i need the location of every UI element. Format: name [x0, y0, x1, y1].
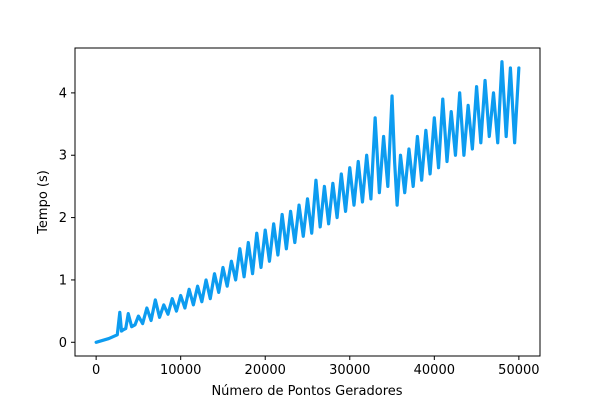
x-tick-label: 10000 — [160, 363, 201, 378]
y-tick-label: 3 — [59, 149, 67, 164]
series-line-0 — [94, 60, 521, 344]
plot-frame — [74, 47, 541, 357]
y-tick-label: 4 — [59, 86, 67, 101]
x-tick-label: 30000 — [329, 363, 370, 378]
y-tick-label: 0 — [59, 336, 67, 351]
plot-content — [94, 60, 521, 344]
x-tick-label: 40000 — [414, 363, 455, 378]
y-axis-label: Tempo (s) — [36, 170, 51, 235]
x-axis-ticks: 0 10000 20000 30000 40000 50000 — [92, 356, 540, 378]
x-tick-label: 50000 — [498, 363, 539, 378]
y-tick-label: 2 — [59, 211, 67, 226]
x-axis-label: Número de Pontos Geradores — [211, 384, 402, 399]
y-tick-label: 1 — [59, 273, 67, 288]
x-tick-label: 20000 — [245, 363, 286, 378]
y-axis-ticks: 0 1 2 3 4 — [59, 86, 75, 351]
x-tick-label: 0 — [92, 363, 100, 378]
